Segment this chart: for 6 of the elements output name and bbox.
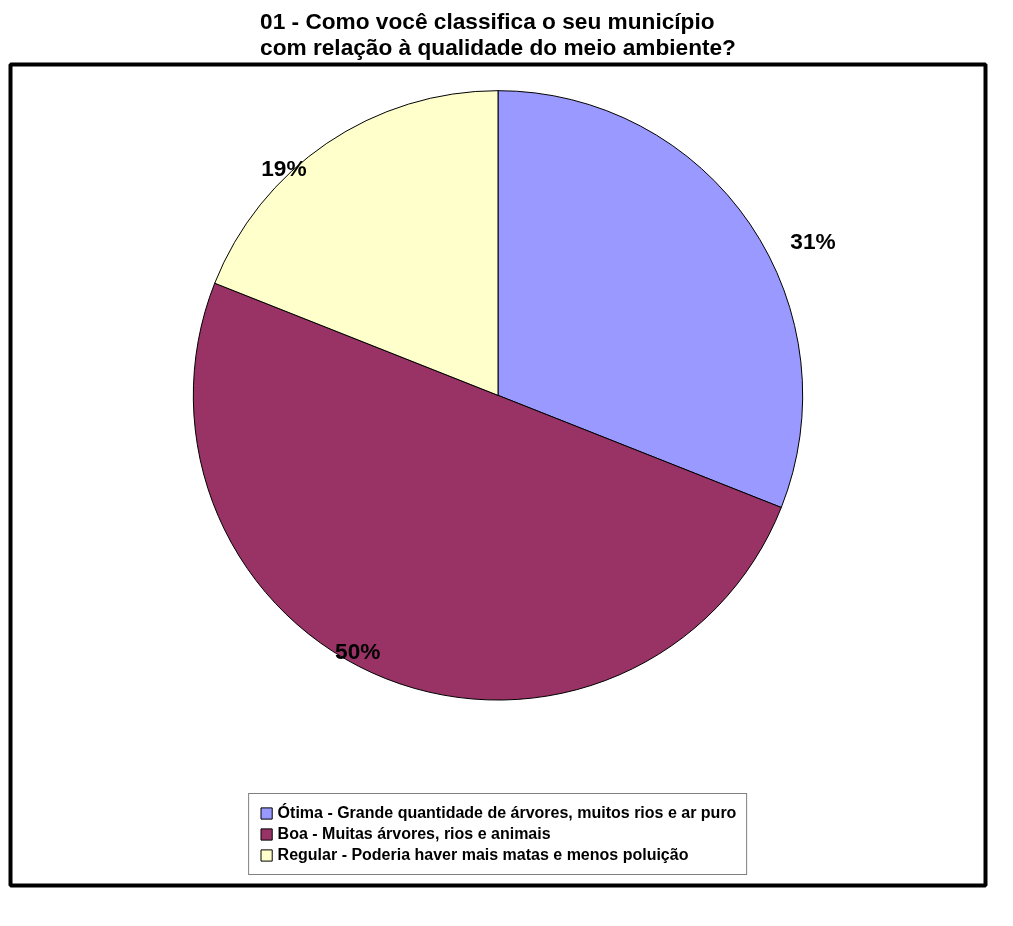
legend-label: Boa - Muitas árvores, rios e animais <box>277 825 551 843</box>
data-label: 50% <box>335 637 381 664</box>
chart-title: 01 - Como você classifica o seu município com relação à qualidade do meio ambiente? <box>260 7 736 60</box>
legend-label: Ótima - Grande quantidade de árvores, muitos rios e ar puro <box>277 804 737 822</box>
legend-label: Regular - Poderia haver mais matas e menos poluição <box>277 846 689 864</box>
data-label: 31% <box>790 228 836 255</box>
